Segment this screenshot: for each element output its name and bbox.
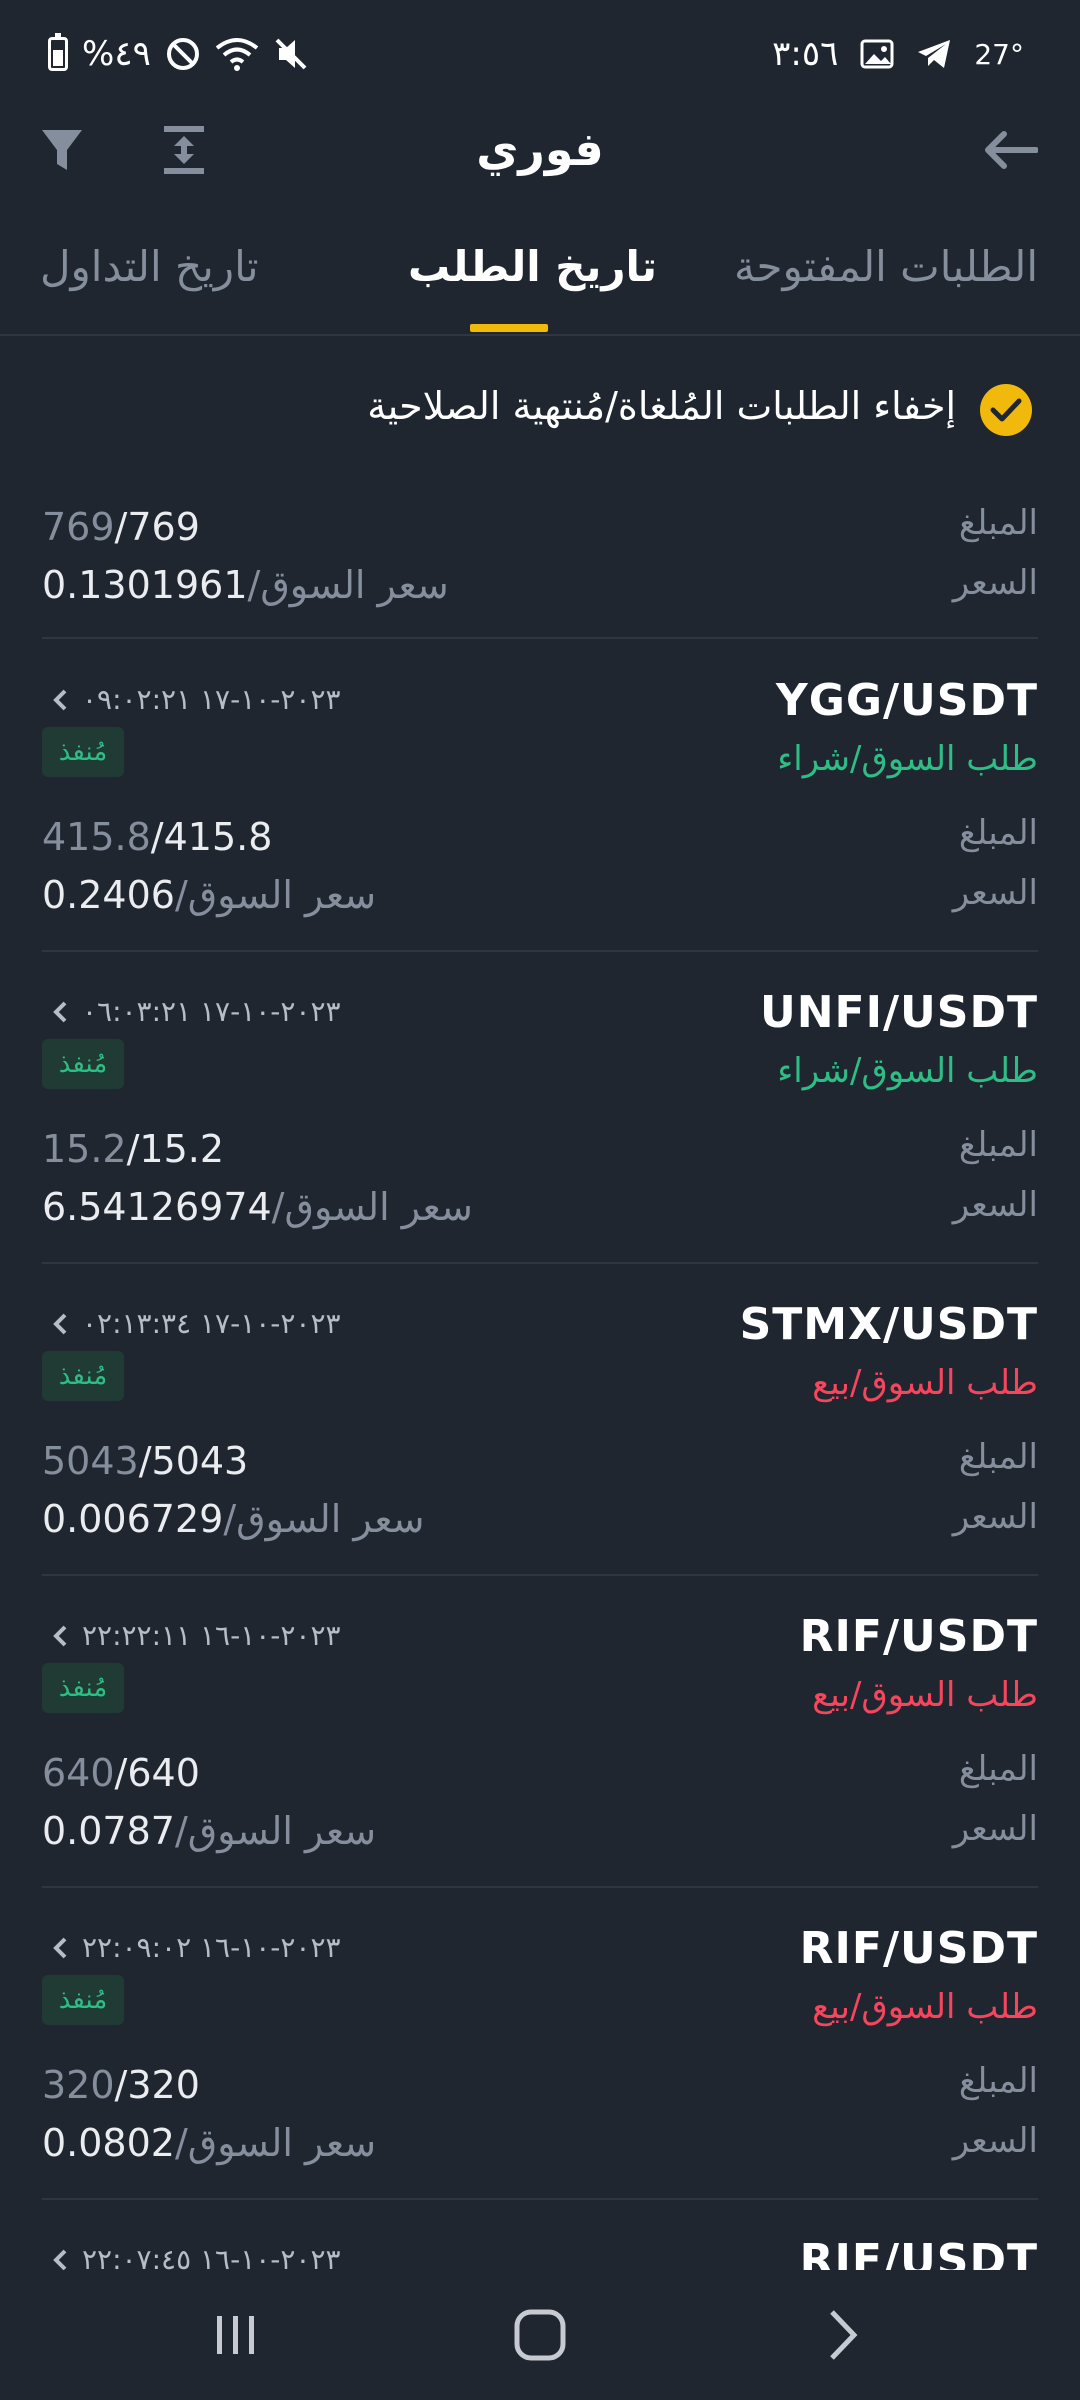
price-label: السعر — [952, 563, 1038, 603]
order-type: طلب السوق/شراء — [777, 1051, 1038, 1091]
price-label: السعر — [952, 2121, 1038, 2161]
system-nav-bar — [0, 2270, 1080, 2400]
order-item[interactable]: RIF/USDT ٢٠٢٣-١٠-١٦ ٢٢:٠٩:٠٢ طلب السوق/ب… — [0, 1923, 1080, 2223]
price-value: 0.006729/سعر السوق — [42, 1497, 425, 1541]
active-tab-indicator — [470, 324, 548, 332]
status-badge: مُنفذ — [42, 1975, 124, 2025]
divider — [42, 1262, 1038, 1264]
tab-open-orders[interactable]: الطلبات المفتوحة — [733, 242, 1038, 291]
status-badge: مُنفذ — [42, 1351, 124, 1401]
order-item[interactable]: المبلغ 769/769 السعر 0.1301961/سعر السوق — [0, 495, 1080, 640]
trading-pair: UNFI/USDT — [759, 987, 1038, 1038]
hide-cancelled-filter[interactable]: إخفاء الطلبات المُلغاة/مُنتهية الصلاحية — [0, 370, 1080, 450]
status-badge: مُنفذ — [42, 1663, 124, 1713]
chevron-left-icon — [53, 1937, 67, 1958]
divider — [42, 1886, 1038, 1888]
order-item[interactable]: RIF/USDT ٢٠٢٣-١٠-١٦ ٢٢:٠٧:٤٥ — [0, 2235, 1080, 2286]
order-tabs: تاريخ التداول تاريخ الطلب الطلبات المفتو… — [0, 230, 1080, 336]
battery-percent: %٤٩ — [82, 34, 151, 74]
price-label: السعر — [952, 1185, 1038, 1225]
chevron-left-icon — [53, 1001, 67, 1022]
app-header: فوري — [0, 100, 1080, 200]
order-item[interactable]: YGG/USDT ٢٠٢٣-١٠-١٧ ٠٩:٠٢:٢١ طلب السوق/ش… — [0, 675, 1080, 975]
amount-value: 640/640 — [42, 1751, 200, 1795]
amount-value: 15.2/15.2 — [42, 1127, 225, 1171]
order-item[interactable]: STMX/USDT ٢٠٢٣-١٠-١٧ ٠٢:١٣:٣٤ طلب السوق/… — [0, 1299, 1080, 1599]
battery-icon — [48, 33, 68, 71]
order-date[interactable]: ٢٠٢٣-١٠-١٧ ٠٢:١٣:٣٤ — [52, 1307, 341, 1340]
price-value: 0.1301961/سعر السوق — [42, 563, 449, 607]
amount-label: المبلغ — [958, 1125, 1038, 1165]
wifi-icon — [215, 38, 259, 71]
trading-pair: YGG/USDT — [775, 675, 1038, 726]
clock: ٣:٥٦ — [772, 34, 839, 74]
price-label: السعر — [952, 1809, 1038, 1849]
amount-label: المبلغ — [958, 813, 1038, 853]
chevron-left-icon — [53, 1625, 67, 1646]
amount-label: المبلغ — [958, 2061, 1038, 2101]
chevron-left-icon — [53, 1313, 67, 1334]
price-value: 0.2406/سعر السوق — [42, 873, 377, 917]
order-type: طلب السوق/بيع — [812, 1363, 1038, 1403]
order-type: طلب السوق/شراء — [777, 739, 1038, 779]
divider — [42, 1574, 1038, 1576]
trading-pair: STMX/USDT — [739, 1299, 1038, 1350]
amount-value: 415.8/415.8 — [42, 815, 273, 859]
status-badge: مُنفذ — [42, 727, 124, 777]
order-item[interactable]: UNFI/USDT ٢٠٢٣-١٠-١٧ ٠٦:٠٣:٢١ طلب السوق/… — [0, 987, 1080, 1287]
temperature: 27° — [974, 37, 1024, 71]
back-nav-icon[interactable] — [792, 2300, 892, 2370]
back-arrow-icon[interactable] — [980, 120, 1040, 180]
home-icon[interactable] — [490, 2300, 590, 2370]
chevron-left-icon — [53, 2249, 67, 2270]
page-title: فوري — [476, 122, 604, 176]
price-value: 0.0802/سعر السوق — [42, 2121, 377, 2165]
filter-icon[interactable] — [32, 120, 92, 180]
expand-icon[interactable] — [154, 120, 214, 180]
price-value: 6.54126974/سعر السوق — [42, 1185, 473, 1229]
divider — [42, 637, 1038, 639]
amount-label: المبلغ — [958, 1749, 1038, 1789]
amount-label: المبلغ — [958, 1437, 1038, 1477]
order-item[interactable]: RIF/USDT ٢٠٢٣-١٠-١٦ ٢٢:٢٢:١١ طلب السوق/ب… — [0, 1611, 1080, 1911]
divider — [42, 950, 1038, 952]
price-label: السعر — [952, 873, 1038, 913]
order-type: طلب السوق/بيع — [812, 1675, 1038, 1715]
order-date[interactable]: ٢٠٢٣-١٠-١٦ ٢٢:٠٩:٠٢ — [52, 1931, 341, 1964]
order-date[interactable]: ٢٠٢٣-١٠-١٧ ٠٩:٠٢:٢١ — [52, 683, 341, 716]
order-date[interactable]: ٢٠٢٣-١٠-١٦ ٢٢:٢٢:١١ — [52, 1619, 341, 1652]
trading-pair: RIF/USDT — [799, 1611, 1038, 1662]
price-label: السعر — [952, 1497, 1038, 1537]
do-not-disturb-icon — [166, 38, 199, 70]
amount-value: 769/769 — [42, 505, 200, 549]
chevron-left-icon — [53, 689, 67, 710]
status-bar: %٤٩ ٣:٥٦ 27° — [0, 0, 1080, 118]
status-badge: مُنفذ — [42, 1039, 124, 1089]
amount-value: 5043/5043 — [42, 1439, 249, 1483]
gallery-icon — [860, 39, 894, 69]
filter-label: إخفاء الطلبات المُلغاة/مُنتهية الصلاحية — [367, 384, 956, 428]
recent-apps-icon[interactable] — [186, 2300, 286, 2370]
checkbox-checked-icon[interactable] — [980, 384, 1032, 436]
amount-value: 320/320 — [42, 2063, 200, 2107]
order-date[interactable]: ٢٠٢٣-١٠-١٧ ٠٦:٠٣:٢١ — [52, 995, 341, 1028]
mute-icon — [275, 38, 307, 70]
tab-order-history[interactable]: تاريخ الطلب — [408, 242, 658, 291]
order-type: طلب السوق/بيع — [812, 1987, 1038, 2027]
telegram-icon — [918, 40, 951, 68]
amount-label: المبلغ — [958, 503, 1038, 543]
trading-pair: RIF/USDT — [799, 1923, 1038, 1974]
price-value: 0.0787/سعر السوق — [42, 1809, 377, 1853]
divider — [42, 2198, 1038, 2200]
tab-trade-history[interactable]: تاريخ التداول — [40, 242, 259, 291]
